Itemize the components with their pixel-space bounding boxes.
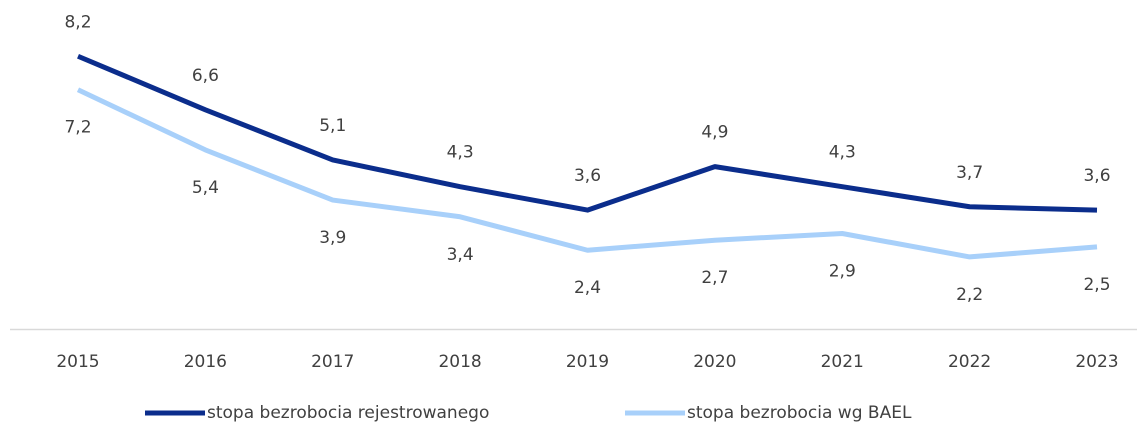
x-tick-label: 2015 — [56, 352, 99, 372]
data-label: 7,2 — [64, 118, 91, 138]
data-label: 2,2 — [956, 285, 983, 305]
x-tick-label: 2018 — [438, 352, 481, 372]
data-label: 3,6 — [1083, 166, 1110, 186]
data-label: 8,2 — [64, 12, 91, 32]
data-label: 4,3 — [829, 143, 856, 163]
x-tick-label: 2017 — [311, 352, 354, 372]
data-label: 4,3 — [447, 143, 474, 163]
x-tick-label: 2021 — [821, 352, 864, 372]
data-label: 6,6 — [192, 66, 219, 86]
x-tick-label: 2020 — [693, 352, 736, 372]
data-label: 3,9 — [319, 228, 346, 248]
data-label: 5,4 — [192, 178, 219, 198]
data-label: 3,7 — [956, 163, 983, 183]
data-label: 2,9 — [829, 262, 856, 282]
x-tick-label: 2023 — [1075, 352, 1118, 372]
series-line — [76, 87, 1098, 260]
legend-label: stopa bezrobocia rejestrowanego — [207, 403, 489, 423]
data-label: 3,6 — [574, 166, 601, 186]
x-tick-label: 2016 — [184, 352, 227, 372]
data-label: 5,1 — [319, 116, 346, 136]
data-label: 2,4 — [574, 278, 601, 298]
x-tick-label: 2019 — [566, 352, 609, 372]
data-label: 2,7 — [701, 268, 728, 288]
legend-label: stopa bezrobocia wg BAEL — [687, 403, 912, 423]
series-line — [77, 53, 1098, 213]
data-label: 4,9 — [701, 123, 728, 143]
data-label: 3,4 — [447, 245, 474, 265]
x-tick-label: 2022 — [948, 352, 991, 372]
data-label: 2,5 — [1083, 275, 1110, 295]
